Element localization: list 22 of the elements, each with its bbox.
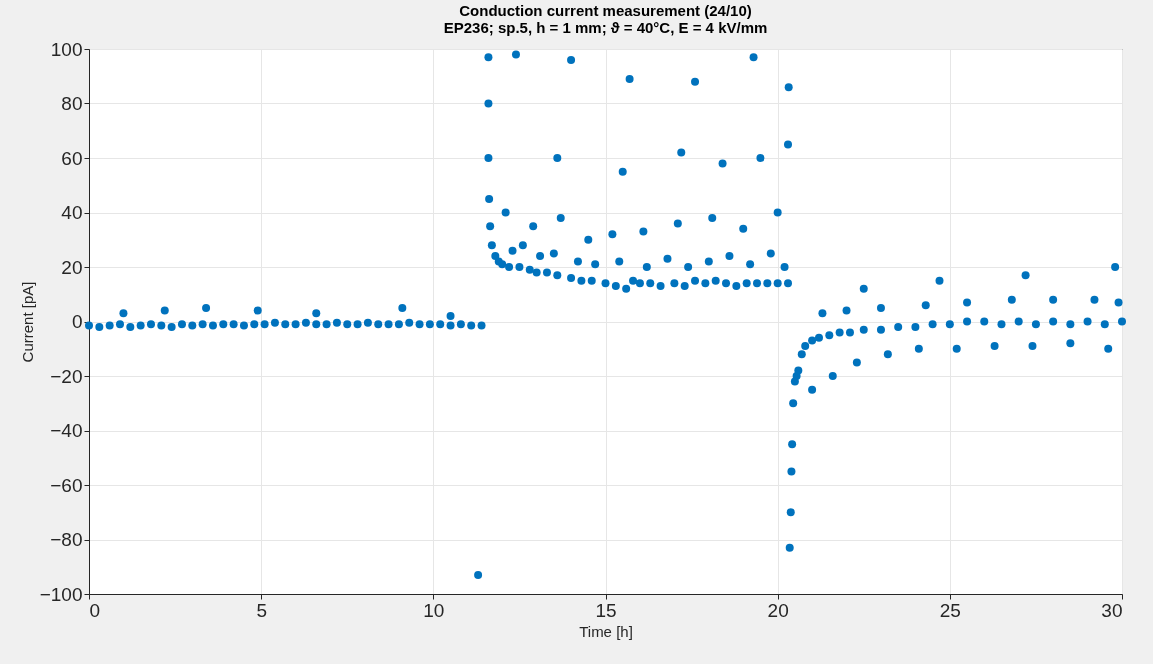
- y-tick-label: 0: [71, 311, 83, 332]
- x-tick-label: 10: [423, 599, 445, 621]
- y-tick-label: 40: [61, 202, 83, 223]
- chart-title: Conduction current measurement (24/10): [459, 2, 752, 19]
- x-tick-label: 5: [256, 599, 267, 621]
- y-tick-label: −60: [50, 474, 83, 496]
- x-tick-label: 20: [767, 599, 789, 621]
- y-tick-label: −100: [39, 583, 83, 605]
- x-axis-title: Time [h]: [579, 622, 633, 640]
- x-tick-label: 15: [595, 599, 617, 621]
- y-tick-label: 60: [61, 147, 83, 169]
- y-tick-label: −40: [50, 420, 83, 441]
- x-tick-label: 0: [89, 599, 101, 621]
- y-tick-label: 100: [50, 38, 83, 60]
- x-tick-label: 25: [939, 599, 961, 621]
- x-tick-label: 30: [1101, 599, 1123, 621]
- y-tick-label: −80: [50, 529, 83, 550]
- y-axis-title: Current [pA]: [18, 281, 36, 363]
- chart-subtitle: EP236; sp.5, h = 1 mm; ϑ = 40°C, E = 4 kV/mm: [443, 19, 768, 36]
- y-tick-label: −20: [50, 365, 83, 387]
- y-tick-label: 80: [61, 93, 83, 114]
- y-tick-label: 20: [61, 256, 83, 278]
